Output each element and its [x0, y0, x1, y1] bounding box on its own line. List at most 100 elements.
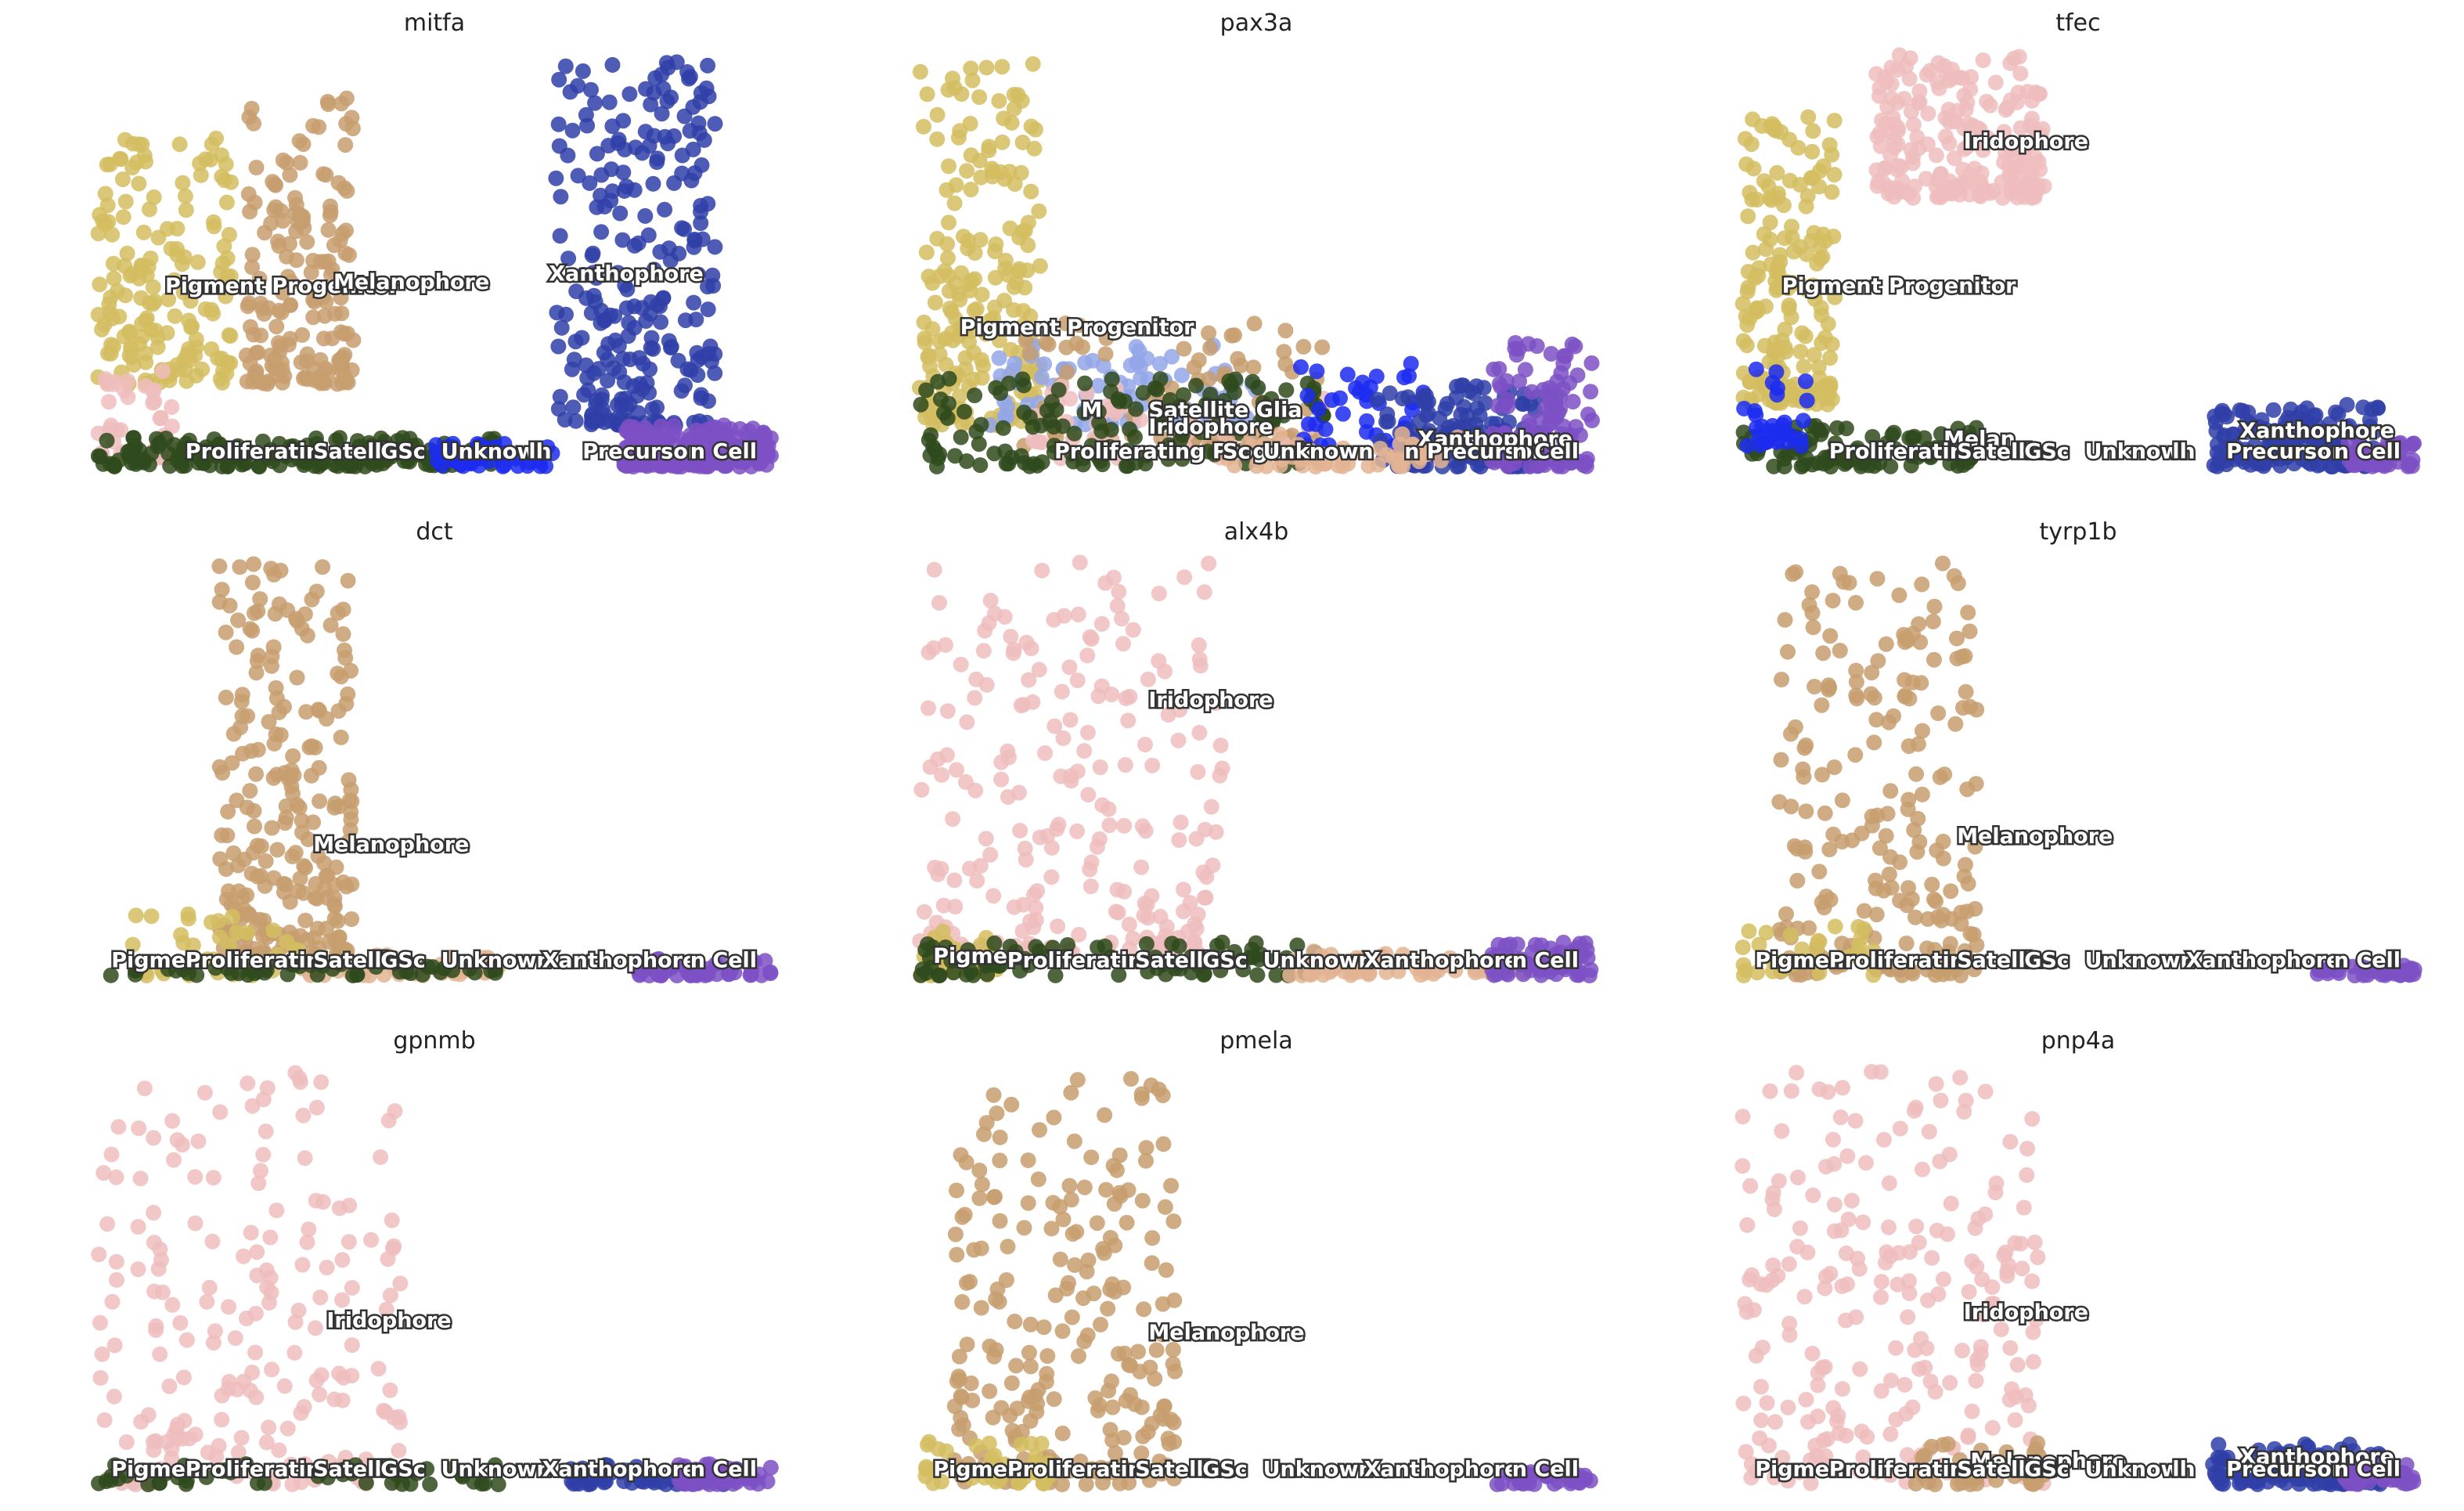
data-point	[1079, 724, 1096, 741]
data-point	[1282, 967, 1299, 983]
data-point	[1360, 458, 1377, 474]
data-point	[154, 1284, 171, 1300]
data-point	[1861, 457, 1877, 474]
data-point	[1529, 338, 1545, 354]
data-point	[164, 1296, 181, 1313]
data-point	[189, 254, 206, 270]
data-point	[552, 388, 568, 405]
data-point	[1314, 339, 1331, 355]
data-point	[553, 189, 569, 205]
data-point	[1069, 1072, 1086, 1088]
data-point	[1186, 359, 1202, 376]
data-point	[1996, 124, 2012, 140]
data-point	[335, 874, 351, 890]
data-point	[677, 437, 693, 453]
cluster-label: Pigmen	[111, 948, 200, 972]
data-point	[1904, 891, 1920, 907]
data-point	[1826, 759, 1843, 775]
data-point	[333, 669, 349, 685]
data-point	[967, 271, 983, 287]
data-point	[146, 382, 162, 398]
data-point	[583, 408, 600, 424]
data-point	[961, 949, 977, 965]
data-point	[175, 175, 191, 191]
data-point	[1188, 377, 1204, 394]
cluster-label: n Cell	[690, 1457, 757, 1481]
data-point	[649, 399, 665, 416]
data-point	[299, 627, 315, 644]
data-point	[2324, 442, 2340, 458]
data-point	[1824, 184, 1840, 200]
data-point	[987, 269, 1003, 286]
data-point	[1735, 389, 1752, 406]
data-point	[1138, 936, 1155, 952]
data-point	[1032, 258, 1048, 274]
data-point	[216, 172, 232, 189]
data-point	[153, 409, 169, 426]
data-point	[173, 927, 189, 943]
data-point	[248, 766, 265, 782]
data-point	[959, 1336, 975, 1353]
data-point	[225, 726, 242, 742]
data-point	[130, 1261, 146, 1278]
data-point	[1140, 1424, 1156, 1441]
data-point	[109, 1271, 124, 1288]
data-point	[1445, 453, 1461, 468]
data-point	[967, 388, 983, 403]
data-point	[146, 1130, 162, 1146]
data-point	[1025, 919, 1042, 936]
data-point	[265, 174, 281, 190]
data-point	[1090, 939, 1106, 956]
data-point	[1804, 1345, 1821, 1361]
data-point	[1765, 1185, 1781, 1201]
data-point	[1924, 876, 1940, 893]
data-point	[1771, 954, 1787, 971]
data-point	[1079, 1264, 1095, 1280]
cluster-label: GSc	[1202, 1457, 1248, 1481]
data-point	[130, 1219, 146, 1235]
data-point	[1767, 122, 1784, 139]
data-point	[1029, 883, 1046, 899]
data-point	[1075, 456, 1091, 473]
data-point	[1108, 903, 1124, 920]
data-point	[1961, 438, 1978, 454]
data-point	[1003, 114, 1020, 131]
data-point	[1796, 839, 1813, 856]
data-point	[1796, 769, 1812, 785]
data-point	[643, 96, 659, 113]
cluster-label: Iridophore	[1148, 415, 1273, 439]
data-point	[1052, 1199, 1068, 1215]
data-point	[1770, 348, 1786, 364]
data-point	[1835, 574, 1852, 590]
data-point	[106, 270, 122, 287]
data-point	[1114, 611, 1129, 627]
data-point	[2007, 1412, 2023, 1428]
data-point	[1881, 180, 1897, 197]
data-point	[1055, 730, 1072, 746]
data-point	[593, 315, 609, 331]
data-point	[248, 665, 265, 681]
data-point	[261, 1419, 277, 1436]
data-point	[175, 284, 192, 301]
data-point	[218, 366, 235, 382]
data-point	[626, 298, 643, 315]
data-point	[2362, 418, 2379, 435]
data-point	[971, 89, 988, 105]
cluster-label: Unknown	[1263, 1457, 1374, 1481]
data-point	[1313, 446, 1330, 463]
data-point	[1781, 301, 1797, 316]
data-point	[344, 1337, 360, 1354]
cluster-label: Melanophore	[1148, 1321, 1304, 1345]
data-point	[1167, 1363, 1183, 1379]
data-point	[167, 308, 183, 324]
cluster-label: Sc	[1223, 439, 1250, 463]
data-point	[1138, 1152, 1154, 1169]
data-point	[243, 1224, 259, 1241]
cluster-label: n Cell	[2334, 948, 2401, 972]
data-point	[1007, 1313, 1023, 1329]
data-point	[1782, 927, 1799, 943]
data-point	[344, 1279, 360, 1296]
cluster-pigment-progenitor	[1735, 918, 1882, 983]
data-point	[1942, 1375, 1958, 1391]
data-point	[1826, 1196, 1843, 1213]
